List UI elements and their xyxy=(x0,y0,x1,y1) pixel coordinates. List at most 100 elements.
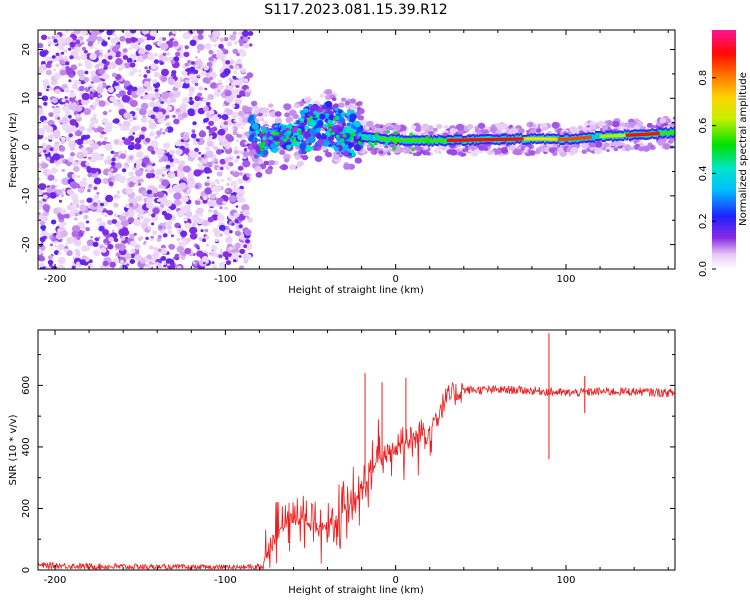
heatmap-cell xyxy=(146,69,151,74)
heatmap-cell xyxy=(81,92,90,101)
heatmap-cell xyxy=(611,120,620,128)
heatmap-cell xyxy=(658,131,661,135)
heatmap-cell xyxy=(165,114,170,119)
colorbar-tick-label: 0.8 xyxy=(698,70,709,86)
heatmap-cell xyxy=(341,114,345,118)
heatmap-cell xyxy=(93,177,102,185)
heatmap-cell xyxy=(99,221,103,225)
heatmap-cell xyxy=(134,137,142,144)
heatmap-cell xyxy=(584,122,589,127)
heatmap-cell xyxy=(333,117,337,121)
heatmap-cell xyxy=(208,208,213,213)
heatmap-cell xyxy=(38,127,46,136)
heatmap-cell xyxy=(55,52,60,56)
heatmap-cell xyxy=(644,132,647,136)
heatmap-cell xyxy=(137,86,146,94)
heatmap-cell xyxy=(226,135,234,142)
heatmap-cell xyxy=(566,137,569,141)
heatmap-cell xyxy=(181,195,189,203)
heatmap-cell xyxy=(166,208,172,213)
heatmap-cell xyxy=(226,108,233,116)
heatmap-cell xyxy=(370,144,375,149)
heatmap-cell xyxy=(419,138,422,142)
heatmap-cell xyxy=(81,230,85,234)
heatmap-cell xyxy=(225,85,230,89)
heatmap-cell xyxy=(64,96,68,100)
heatmap-cell xyxy=(378,136,381,141)
heatmap-cell xyxy=(168,220,172,224)
heatmap-cell xyxy=(517,145,522,150)
heatmap-cell xyxy=(204,43,212,50)
heatmap-cell xyxy=(84,70,89,75)
heatmap-cell xyxy=(321,145,328,151)
heatmap-cell xyxy=(63,33,66,37)
heatmap-cell xyxy=(65,128,72,134)
heatmap-cell xyxy=(108,181,114,187)
heatmap-cell xyxy=(226,182,230,186)
heatmap-cell xyxy=(97,41,100,44)
heatmap-cell xyxy=(294,155,301,160)
heatmap-cell xyxy=(606,149,610,152)
heatmap-cell xyxy=(441,138,444,143)
x-tick-label: -200 xyxy=(44,575,67,586)
heatmap-cell xyxy=(140,95,144,100)
heatmap-cell xyxy=(618,133,621,138)
x-tick-label: 0 xyxy=(392,575,398,586)
heatmap-cell xyxy=(399,138,402,142)
heatmap-cell xyxy=(540,137,543,141)
heatmap-cell xyxy=(239,50,247,57)
heatmap-cell xyxy=(331,97,337,101)
heatmap-cell xyxy=(217,135,226,143)
heatmap-cell xyxy=(243,244,248,248)
heatmap-cell xyxy=(46,169,52,174)
heatmap-cell xyxy=(156,237,162,242)
heatmap-cell xyxy=(530,129,535,134)
heatmap-cell xyxy=(543,137,547,141)
heatmap-cell xyxy=(371,135,374,142)
heatmap-cell xyxy=(173,256,177,260)
heatmap-cell xyxy=(161,37,166,41)
heatmap-cell xyxy=(150,238,154,242)
heatmap-cell xyxy=(251,141,257,147)
heatmap-cell xyxy=(39,236,46,243)
heatmap-cell xyxy=(213,158,218,162)
heatmap-cell xyxy=(146,264,152,269)
heatmap-cell xyxy=(168,157,174,163)
heatmap-cell xyxy=(449,127,457,134)
heatmap-cell xyxy=(74,39,81,45)
heatmap-cell xyxy=(412,138,415,142)
heatmap-cell xyxy=(180,132,184,137)
heatmap-cell xyxy=(126,165,130,169)
heatmap-cell xyxy=(374,123,381,129)
heatmap-cell xyxy=(160,91,170,100)
heatmap-cell xyxy=(285,136,290,140)
heatmap-cell xyxy=(242,209,250,217)
heatmap-cell xyxy=(274,117,283,124)
heatmap-cell xyxy=(204,228,209,233)
heatmap-cell xyxy=(665,118,672,124)
spectrogram-frame xyxy=(37,29,676,270)
heatmap-cell xyxy=(607,121,614,126)
heatmap-cell xyxy=(137,151,143,157)
heatmap-cell xyxy=(38,212,41,216)
heatmap-cell xyxy=(147,210,151,213)
heatmap-cell xyxy=(328,128,332,132)
heatmap-cell xyxy=(639,143,644,147)
heatmap-cell xyxy=(87,173,92,178)
heatmap-cell xyxy=(233,40,239,45)
heatmap-cell xyxy=(40,242,44,245)
heatmap-cell xyxy=(144,66,148,70)
heatmap-cell xyxy=(86,239,95,247)
heatmap-cell xyxy=(637,133,640,137)
heatmap-cell xyxy=(414,145,420,151)
heatmap-cell xyxy=(161,229,166,233)
heatmap-cell xyxy=(224,206,229,211)
heatmap-cell xyxy=(60,117,69,125)
heatmap-cell xyxy=(124,162,129,167)
heatmap-cell xyxy=(625,147,630,152)
heatmap-cell xyxy=(207,151,214,158)
heatmap-cell xyxy=(42,142,47,147)
heatmap-cell xyxy=(216,149,223,155)
heatmap-cell xyxy=(188,91,194,97)
heatmap-cell xyxy=(107,219,113,225)
